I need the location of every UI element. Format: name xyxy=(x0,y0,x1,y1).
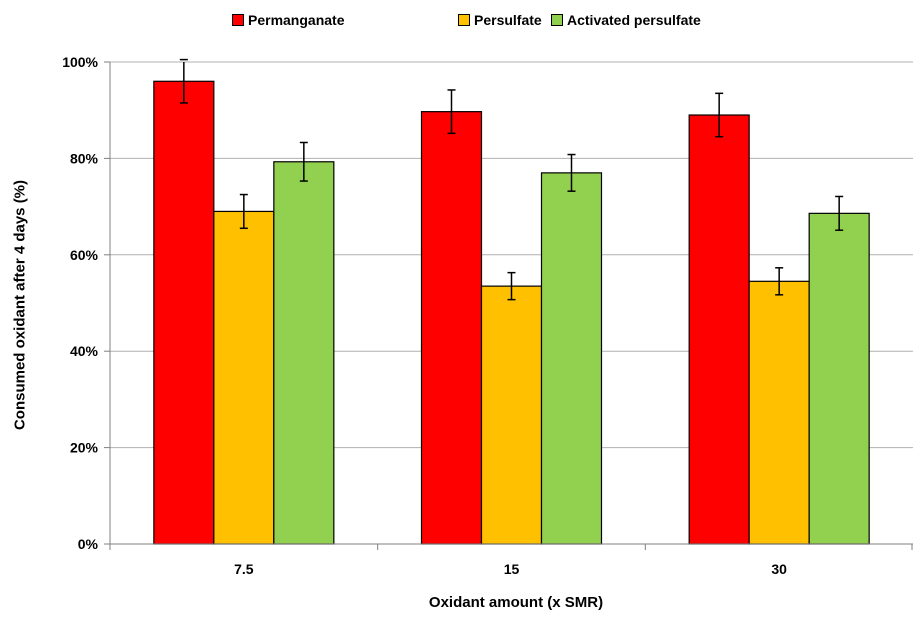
legend-item-activated-persulfate: Activated persulfate xyxy=(551,12,701,28)
bar-activated-persulfate xyxy=(273,161,335,545)
y-tick-labels: 0% 20% 40% 60% 80% 100% xyxy=(62,54,98,552)
bar-permanganate xyxy=(153,80,215,545)
y-tick-label: 20% xyxy=(70,440,99,456)
bar-persulfate xyxy=(748,280,810,545)
legend-swatch-permanganate xyxy=(232,14,244,26)
x-tick-label: 30 xyxy=(771,561,787,577)
legend-item-persulfate: Persulfate xyxy=(458,12,551,28)
legend-swatch-persulfate xyxy=(458,14,470,26)
error-bars xyxy=(179,58,844,301)
y-tick-label: 0% xyxy=(78,536,99,552)
legend-swatch-activated-persulfate xyxy=(551,14,563,26)
bar-persulfate xyxy=(213,210,275,545)
legend-item-permanganate: Permanganate xyxy=(232,12,458,28)
y-tick-label: 100% xyxy=(62,54,98,70)
legend-label-persulfate: Persulfate xyxy=(474,12,542,28)
legend: Permanganate Persulfate Activated persul… xyxy=(232,12,701,28)
y-axis-label: Consumed oxidant after 4 days (%) xyxy=(11,179,29,431)
bar-persulfate xyxy=(480,285,543,545)
bar-activated-persulfate xyxy=(540,172,603,545)
x-tick-label: 15 xyxy=(504,561,520,577)
bar-permanganate xyxy=(420,111,483,545)
bars xyxy=(153,80,870,545)
axes xyxy=(104,61,913,550)
x-tick-labels: 7.5 15 30 xyxy=(234,561,787,577)
legend-label-activated-persulfate: Activated persulfate xyxy=(567,12,701,28)
bar-permanganate xyxy=(688,114,750,545)
y-tick-label: 40% xyxy=(70,343,99,359)
x-tick-label: 7.5 xyxy=(234,561,254,577)
y-tick-label: 80% xyxy=(70,150,99,166)
x-axis-label: Oxidant amount (x SMR) xyxy=(428,594,604,611)
bar-activated-persulfate xyxy=(808,212,870,545)
y-tick-label: 60% xyxy=(70,247,99,263)
legend-label-permanganate: Permanganate xyxy=(248,12,345,28)
